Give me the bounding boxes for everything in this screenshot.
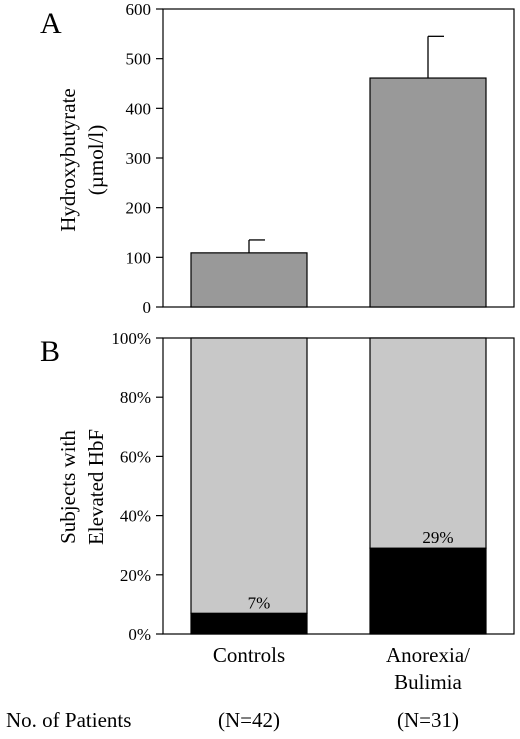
panel-b-bar-0-segment-1 xyxy=(190,337,308,614)
panel-a-bars xyxy=(190,35,487,308)
panel-b-y-ticks: 0% 20% 40% 60% 80% 100% xyxy=(111,329,163,644)
panel-b-frame xyxy=(162,337,515,635)
panel-b-y-tick-label-2: 40% xyxy=(120,507,151,526)
x-category-controls: Controls xyxy=(213,643,285,667)
panel-a-y-tick-label-4: 400 xyxy=(126,99,152,118)
panel-a-y-axis-label-line-1: Hydroxybutyrate xyxy=(56,88,80,231)
panel-a-y-tick-label-2: 200 xyxy=(126,199,152,218)
panel-a-y-axis-label-line-2: (µmol/l) xyxy=(84,125,108,195)
panel-a-letter: A xyxy=(40,7,62,40)
x-category-anorexia-line-1: Anorexia/ xyxy=(386,643,470,667)
panel-a-bar-1 xyxy=(369,77,487,308)
panel-b-y-tick-label-1: 20% xyxy=(120,566,151,585)
panel-a-y-tick-label-1: 100 xyxy=(126,248,152,267)
panel-a: A 0 100 200 300 400 500 600 Hydroxybutyrate (µ… xyxy=(40,0,515,317)
panel-b-y-tick-label-5: 100% xyxy=(111,329,151,348)
panel-b-data-label-0: 7% xyxy=(248,593,271,612)
panel-b-bar-1-segment-0 xyxy=(369,547,487,635)
panel-b-letter: B xyxy=(40,335,60,368)
x-category-anorexia-line-2: Bulimia xyxy=(394,670,462,694)
panel-b-y-tick-label-3: 60% xyxy=(120,447,151,466)
panel-a-y-ticks: 0 100 200 300 400 500 600 xyxy=(126,0,163,317)
panel-b: B 0% 20% 40% 60% 80% 100% 7% 29% Subjects with… xyxy=(40,329,515,644)
panel-a-y-tick-label-5: 500 xyxy=(126,50,152,69)
panel-b-bars: 7% 29% xyxy=(190,337,487,635)
panel-b-y-tick-label-4: 80% xyxy=(120,388,151,407)
panel-a-bar-0 xyxy=(190,252,308,308)
panel-b-bar-0-segment-0 xyxy=(190,612,308,635)
panel-b-y-axis-label-line-2: Elevated HbF xyxy=(84,429,108,545)
panel-b-bar-1-segment-1 xyxy=(369,337,487,549)
panel-a-y-tick-label-3: 300 xyxy=(126,149,152,168)
panel-a-y-tick-label-6: 600 xyxy=(126,0,152,19)
footer-count-controls: (N=42) xyxy=(218,708,280,732)
panel-b-y-tick-label-0: 0% xyxy=(128,625,151,644)
panel-b-data-label-1: 29% xyxy=(422,528,453,547)
panel-a-y-tick-label-0: 0 xyxy=(143,298,152,317)
panel-b-y-axis-label-line-1: Subjects with xyxy=(56,430,80,544)
footer-label: No. of Patients xyxy=(6,708,131,732)
footer-count-anorexia: (N=31) xyxy=(397,708,459,732)
